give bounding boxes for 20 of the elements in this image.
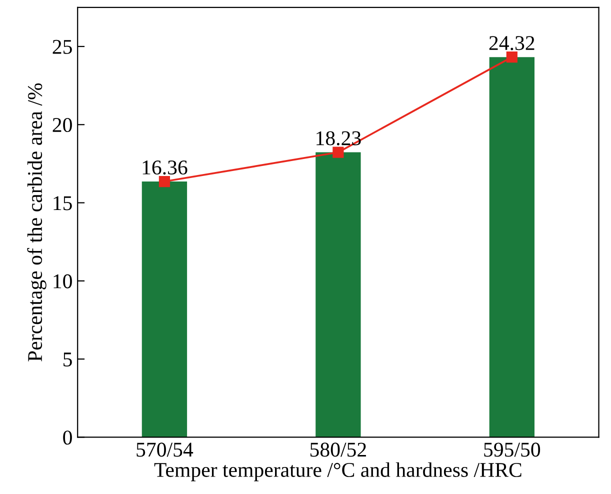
x-tick-label: 580/52	[310, 442, 366, 457]
y-axis-title: Percentage of the carbide area /%	[27, 83, 46, 362]
x-tick-label: 595/50	[484, 442, 540, 457]
point	[506, 52, 518, 63]
x-axis-title: Temper temperature /°C and hardness /HRC	[154, 462, 522, 482]
point	[332, 146, 344, 158]
y-tick-label: 0	[63, 430, 72, 445]
y-tick-label: 15	[54, 196, 72, 210]
y-tick-label: 25	[52, 40, 72, 54]
point	[158, 176, 170, 188]
data-label: 16.36	[142, 160, 188, 175]
y-tick-label: 5	[64, 352, 72, 366]
data-label: 24.32	[489, 36, 534, 50]
x-tick-label: 570/54	[136, 442, 194, 457]
bar	[316, 152, 361, 438]
y-tick-label: 20	[52, 118, 72, 132]
data-label: 18.23	[316, 131, 361, 146]
y-tick-label: 10	[54, 274, 72, 288]
bar	[489, 57, 534, 438]
bar	[142, 182, 188, 438]
